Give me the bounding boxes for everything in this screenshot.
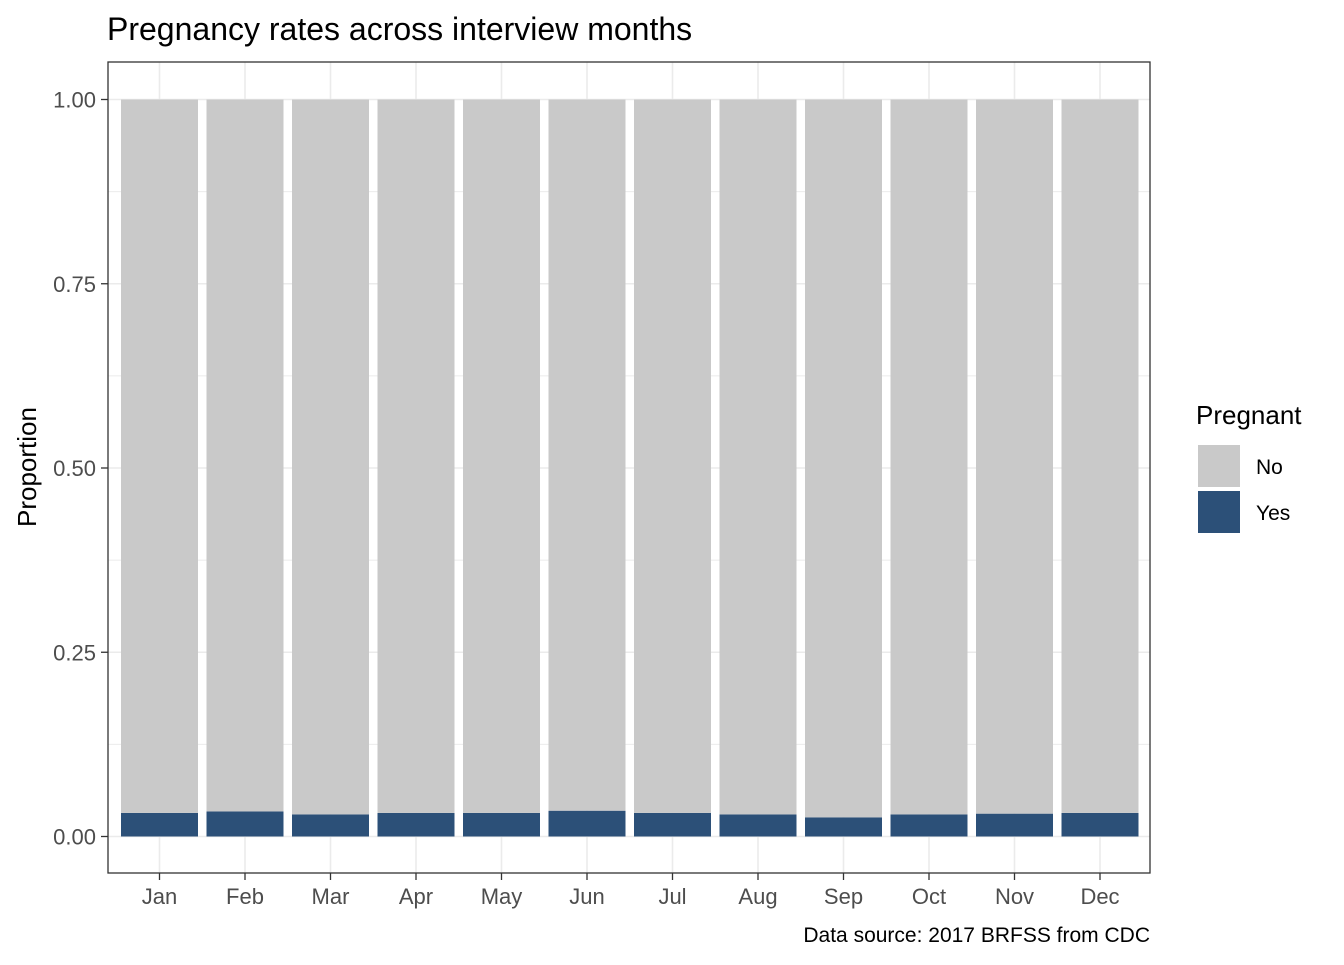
legend-label-no: No [1256, 456, 1283, 479]
bar-yes-jul [634, 812, 711, 837]
x-tick-label: Feb [226, 884, 264, 909]
x-tick-label: Sep [824, 884, 863, 909]
bar-no-may [463, 99, 540, 813]
bar-no-nov [976, 99, 1053, 814]
bar-no-jun [548, 99, 626, 811]
bar-yes-jan [121, 812, 198, 837]
bar-yes-dec [1061, 812, 1139, 837]
bar-yes-aug [719, 814, 797, 837]
bar-yes-mar [292, 814, 369, 837]
bar-no-mar [292, 99, 369, 815]
legend: Pregnant No Yes [1196, 400, 1302, 533]
x-tick-label: Apr [399, 884, 433, 909]
caption: Data source: 2017 BRFSS from CDC [803, 924, 1150, 947]
x-tick-label: Nov [995, 884, 1034, 909]
bar-yes-apr [377, 812, 455, 837]
bar-no-dec [1061, 99, 1139, 813]
bars [121, 99, 1139, 837]
x-axis: Jan Feb Mar Apr May Jun Jul Aug Sep Oct Nov Dec [142, 873, 1120, 909]
y-tick-label: 1.00 [53, 88, 96, 113]
y-axis: 0.00 0.25 0.50 0.75 1.00 [53, 88, 108, 850]
bar-no-aug [719, 99, 797, 815]
x-tick-label: Mar [312, 884, 350, 909]
bar-yes-feb [206, 811, 284, 837]
x-tick-label: Jan [142, 884, 177, 909]
y-axis-title: Proportion [12, 407, 42, 527]
y-tick-label: 0.50 [53, 456, 96, 481]
bar-no-feb [206, 99, 284, 812]
bar-yes-may [463, 812, 540, 837]
legend-key-no [1198, 445, 1240, 487]
y-tick-label: 0.75 [53, 272, 96, 297]
bar-no-apr [377, 99, 455, 813]
legend-key-yes [1198, 491, 1240, 533]
y-tick-label: 0.00 [53, 825, 96, 850]
bar-yes-oct [890, 814, 968, 837]
x-tick-label: Oct [912, 884, 946, 909]
bar-no-sep [805, 99, 882, 818]
x-tick-label: Aug [738, 884, 777, 909]
bar-no-jul [634, 99, 711, 813]
bar-yes-nov [976, 813, 1053, 837]
bar-yes-sep [805, 817, 882, 837]
x-tick-label: Dec [1080, 884, 1119, 909]
legend-title: Pregnant [1196, 400, 1302, 430]
bar-no-oct [890, 99, 968, 815]
legend-label-yes: Yes [1256, 502, 1290, 525]
x-tick-label: Jul [658, 884, 686, 909]
x-tick-label: Jun [569, 884, 604, 909]
x-tick-label: May [481, 884, 523, 909]
chart-title: Pregnancy rates across interview months [107, 11, 692, 47]
y-tick-label: 0.25 [53, 640, 96, 665]
bar-yes-jun [548, 810, 626, 837]
bar-no-jan [121, 99, 198, 813]
